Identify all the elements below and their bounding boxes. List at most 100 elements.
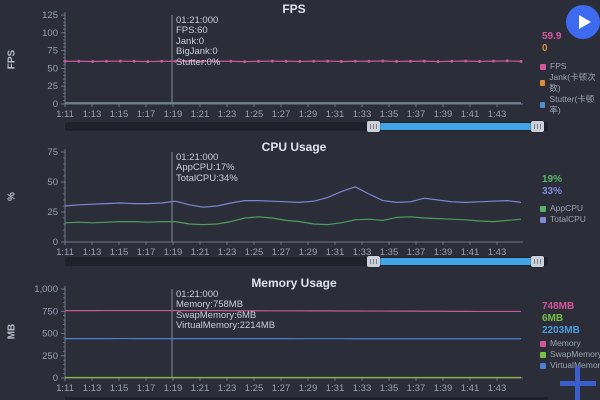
axis-tick-label: 75 xyxy=(47,147,58,158)
axis-tick-label: 1:23 xyxy=(218,247,237,258)
cpu-scrollbar-handle-right[interactable] xyxy=(531,256,544,267)
data-point-marker xyxy=(353,59,357,63)
cpu-legend: AppCPU TotalCPU xyxy=(540,203,586,225)
axis-tick-label: 1:11 xyxy=(56,109,74,120)
fps-scrollbar-handle-right[interactable] xyxy=(531,121,544,132)
axis-tick-label: 1:37 xyxy=(407,247,426,258)
axis-tick-label: 50 xyxy=(47,63,58,74)
current-value: 6MB xyxy=(542,313,564,324)
tooltip-line: Memory:758MB xyxy=(176,299,244,311)
axis-tick-label: 1:17 xyxy=(137,247,156,258)
current-value: 19% xyxy=(542,174,563,185)
fps-chart-title: FPS xyxy=(282,2,306,16)
add-button[interactable] xyxy=(558,366,598,400)
fps-scrollbar-track[interactable] xyxy=(65,121,548,132)
tooltip-line: AppCPU:17% xyxy=(176,162,235,174)
axis-tick-label: 100 xyxy=(42,28,58,39)
cpu-scrollbar-handle-left[interactable] xyxy=(367,256,380,267)
fps-scrollbar-handle-left[interactable] xyxy=(367,121,380,132)
fps-scrollbar-range[interactable] xyxy=(380,123,542,130)
tooltip-line: 01:21:000 xyxy=(176,152,219,163)
axis-tick-label: 1:13 xyxy=(83,383,102,394)
legend-swatch-icon xyxy=(540,351,546,358)
legend-swatch-icon xyxy=(540,63,546,70)
axis-tick-label: 1:41 xyxy=(461,109,480,120)
data-point-marker xyxy=(312,59,316,63)
legend-item[interactable]: AppCPU xyxy=(540,203,586,214)
tooltip-line: Jank:0 xyxy=(176,35,204,47)
axis-tick-label: 1:25 xyxy=(245,109,264,120)
axis-tick-label: 1:43 xyxy=(488,383,507,394)
data-point-marker xyxy=(395,59,399,63)
data-point-marker xyxy=(174,59,178,63)
axis-tick-label: 0 xyxy=(53,237,58,248)
axis-tick-label: 1:21 xyxy=(191,247,210,258)
legend-item[interactable]: VirtualMemory xyxy=(540,360,600,371)
data-point-marker xyxy=(381,59,385,63)
current-value: 0 xyxy=(542,43,548,54)
axis-tick-label: 1:13 xyxy=(83,109,102,120)
grip-lines-icon xyxy=(534,124,541,129)
data-point-marker xyxy=(339,59,343,63)
cpu-scrollbar-track[interactable] xyxy=(65,256,548,267)
legend-item[interactable]: FPS xyxy=(540,61,600,72)
data-point-marker xyxy=(229,59,233,63)
legend-swatch-icon xyxy=(540,205,546,212)
data-point-marker xyxy=(160,59,164,63)
axis-tick-label: 1,000 xyxy=(34,284,58,295)
axis-tick-label: 50 xyxy=(47,177,58,188)
current-value: 2203MB xyxy=(542,325,580,336)
legend-label: Memory xyxy=(550,338,581,348)
data-point-marker xyxy=(118,59,122,63)
axis-tick-label: 1:21 xyxy=(191,383,210,394)
legend-label: SwapMemory xyxy=(550,349,600,359)
fps-series-fps xyxy=(65,60,522,63)
axis-tick-label: 1:37 xyxy=(407,109,426,120)
legend-item[interactable]: Memory xyxy=(540,338,600,349)
play-button[interactable] xyxy=(566,5,600,39)
cpu-y-axis-title: % xyxy=(6,192,18,201)
plus-icon xyxy=(575,366,580,400)
data-point-marker xyxy=(505,59,509,63)
axis-tick-label: 125 xyxy=(42,10,58,21)
axis-tick-label: 1:23 xyxy=(218,109,237,120)
legend-item[interactable]: TotalCPU xyxy=(540,214,586,225)
legend-item[interactable]: Jank(卡顿次数) xyxy=(540,72,600,94)
play-icon xyxy=(579,15,591,29)
axis-tick-label: 1:41 xyxy=(461,247,480,258)
axis-tick-label: 1:15 xyxy=(110,247,129,258)
axis-tick-label: 1:19 xyxy=(164,247,183,258)
axis-tick-label: 1:35 xyxy=(380,383,399,394)
data-point-marker xyxy=(104,59,108,63)
legend-label: AppCPU xyxy=(550,203,584,213)
legend-item[interactable]: Stutter(卡顿率) xyxy=(540,94,600,116)
legend-item[interactable]: SwapMemory xyxy=(540,349,600,360)
axis-tick-label: 1:41 xyxy=(461,383,480,394)
axis-tick-label: 250 xyxy=(42,351,58,362)
axis-tick-label: 1:31 xyxy=(326,109,345,120)
tooltip-line: Stutter:0% xyxy=(176,56,221,68)
cpu-scrollbar-range[interactable] xyxy=(380,258,542,265)
legend-label: VirtualMemory xyxy=(550,360,600,370)
grip-lines-icon xyxy=(370,259,377,264)
axis-tick-label: 1:29 xyxy=(299,383,318,394)
axis-tick-label: 1:25 xyxy=(245,247,264,258)
cpu-series-appcpu xyxy=(64,216,522,226)
fps-legend: FPS Jank(卡顿次数) Stutter(卡顿率) xyxy=(540,61,600,116)
data-point-marker xyxy=(243,60,247,64)
data-point-marker xyxy=(436,60,440,64)
legend-label: TotalCPU xyxy=(550,214,586,224)
axis-tick-label: 1:19 xyxy=(164,383,183,394)
memory-legend: Memory SwapMemory VirtualMemory xyxy=(540,338,600,371)
data-point-marker xyxy=(256,59,260,63)
axis-tick-label: 1:35 xyxy=(380,247,399,258)
axis-tick-label: 25 xyxy=(47,81,58,92)
memory-scrollbar-track-partial[interactable] xyxy=(65,397,548,400)
memory-tooltip: 01:21:000 Memory:758MB SwapMemory:6MB Virtu… xyxy=(176,289,275,332)
grip-lines-icon xyxy=(370,124,377,129)
data-point-marker xyxy=(367,59,371,63)
axis-tick-label: 25 xyxy=(47,207,58,218)
tooltip-line: FPS:60 xyxy=(176,25,208,37)
